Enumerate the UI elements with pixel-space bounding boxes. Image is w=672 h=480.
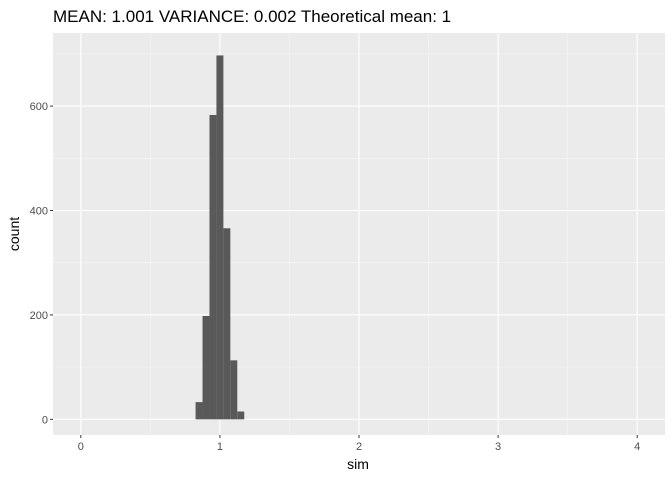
y-tick-label: 400 xyxy=(30,206,48,218)
x-tick-label: 2 xyxy=(356,441,362,453)
x-axis-ticks: 0 1 2 3 4 xyxy=(78,435,640,453)
x-tick-label: 1 xyxy=(217,441,223,453)
histogram-bar xyxy=(237,411,245,420)
histogram-bar xyxy=(195,402,203,420)
histogram-bar xyxy=(223,228,231,420)
y-tick-label: 0 xyxy=(42,414,48,426)
x-tick-label: 3 xyxy=(495,441,501,453)
y-axis-ticks: 0 200 400 600 xyxy=(30,101,53,426)
x-tick-label: 0 xyxy=(78,441,84,453)
x-tick-label: 4 xyxy=(634,441,640,453)
y-tick-label: 200 xyxy=(30,310,48,322)
histogram-bar xyxy=(209,114,217,420)
y-tick-label: 600 xyxy=(30,101,48,113)
histogram-bars xyxy=(195,55,245,420)
histogram-bar xyxy=(216,55,224,420)
x-axis-title: sim xyxy=(347,456,369,472)
histogram-bar xyxy=(230,360,238,420)
chart-title: MEAN: 1.001 VARIANCE: 0.002 Theoretical … xyxy=(53,7,451,26)
y-axis-title: count xyxy=(6,217,22,251)
histogram-bar xyxy=(202,315,210,420)
